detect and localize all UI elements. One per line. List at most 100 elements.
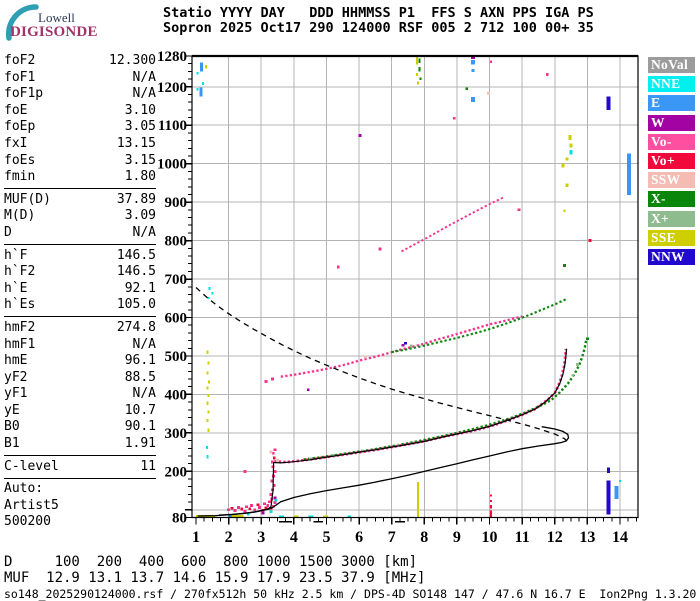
param-row: fxI 13.15 — [4, 136, 156, 153]
param-row: h`F2 146.5 — [4, 264, 156, 281]
param-row: foF1p N/A — [4, 86, 156, 103]
logo-swoosh-icon — [5, 4, 39, 41]
svg-text:7: 7 — [388, 529, 396, 546]
param-row: yF2 88.5 — [4, 370, 156, 387]
svg-text:200: 200 — [165, 464, 188, 480]
param-value: 37.89 — [116, 191, 156, 207]
svg-text:9: 9 — [453, 529, 461, 546]
d-row: D 100 200 400 600 800 1000 1500 3000 [km… — [4, 554, 418, 570]
param-label: foF1 — [4, 69, 36, 85]
param-row: M(D) 3.09 — [4, 208, 156, 225]
param-value: 146.5 — [116, 247, 156, 263]
param-value: 3.05 — [124, 119, 156, 135]
param-value: 146.5 — [116, 264, 156, 280]
param-row: yF1 N/A — [4, 386, 156, 403]
svg-text:13: 13 — [579, 529, 595, 546]
param-value: 11 — [140, 458, 156, 474]
param-value: 274.8 — [116, 319, 156, 335]
param-value: N/A — [132, 386, 156, 402]
legend-item-noval: NoVal — [648, 57, 695, 73]
header-field-names: Statio YYYY DAY DDD HHMMSS P1 FFS S AXN … — [163, 5, 594, 21]
param-row: C-level 11 — [4, 459, 156, 476]
param-label: foEp — [4, 119, 36, 135]
svg-text:800: 800 — [165, 234, 188, 250]
param-value: 12.300 — [109, 53, 156, 68]
svg-text:5: 5 — [322, 529, 330, 546]
param-row: Artist5 — [4, 498, 156, 515]
param-value: 105.0 — [116, 297, 156, 313]
param-label: h`E — [4, 280, 28, 296]
param-label: yE — [4, 402, 20, 418]
svg-text:12: 12 — [547, 529, 563, 546]
param-row: 500200 — [4, 514, 156, 531]
param-label: hmF2 — [4, 319, 36, 335]
param-value: N/A — [132, 69, 156, 85]
param-row: MUF(D) 37.89 — [4, 192, 156, 209]
param-label: 500200 — [4, 514, 51, 530]
param-row: hmF1 N/A — [4, 337, 156, 354]
logo-text-lowell: Lowell — [38, 10, 75, 25]
svg-text:3: 3 — [257, 529, 265, 546]
param-row: fmin 1.80 — [4, 169, 156, 186]
svg-text:6: 6 — [355, 529, 363, 546]
svg-text:500: 500 — [165, 349, 188, 365]
param-label: yF2 — [4, 369, 28, 385]
param-row: D N/A — [4, 225, 156, 242]
header-field-values: Sopron 2025 Oct17 290 124000 RSF 005 2 7… — [163, 20, 594, 36]
svg-text:1100: 1100 — [158, 118, 187, 134]
legend-item-x: X+ — [648, 210, 695, 227]
svg-text:4: 4 — [290, 529, 298, 546]
svg-text:1280: 1280 — [157, 49, 187, 65]
param-row: Auto: — [4, 481, 156, 498]
legend-item-vo: Vo+ — [648, 152, 695, 169]
svg-text:600: 600 — [165, 311, 188, 327]
legend-item-ssw: SSW — [648, 172, 695, 189]
param-label: foF2 — [4, 53, 36, 68]
echo-color-legend: NoVal NNE E W Vo- Vo+ SSW X- X+ SSE NNW — [648, 57, 695, 268]
param-label: fxI — [4, 135, 28, 151]
legend-item-nne: NNE — [648, 76, 695, 93]
param-row: yE 10.7 — [4, 403, 156, 420]
svg-text:10: 10 — [482, 529, 498, 546]
param-value: N/A — [132, 336, 156, 352]
param-label: yF1 — [4, 386, 28, 402]
svg-text:700: 700 — [165, 272, 188, 288]
digisonde-logo: Lowell DIGISONDE — [2, 2, 132, 48]
legend-item-e: E — [648, 95, 695, 112]
param-label: foEs — [4, 152, 36, 168]
station-header: Statio YYYY DAY DDD HHMMSS P1 FFS S AXN … — [163, 6, 594, 36]
param-separator — [4, 244, 156, 246]
svg-text:80: 80 — [172, 511, 187, 527]
param-row: h`Es 105.0 — [4, 297, 156, 314]
param-row: B1 1.91 — [4, 436, 156, 453]
param-label: D — [4, 224, 12, 240]
svg-text:11: 11 — [515, 529, 530, 546]
param-value: 13.15 — [116, 135, 156, 151]
svg-text:1000: 1000 — [157, 157, 187, 173]
param-label: h`F2 — [4, 264, 36, 280]
param-value: 3.09 — [124, 208, 156, 224]
param-label: Artist5 — [4, 497, 59, 513]
param-row: foEs 3.15 — [4, 153, 156, 170]
param-label: MUF(D) — [4, 191, 51, 207]
svg-text:1200: 1200 — [157, 80, 187, 96]
svg-text:300: 300 — [165, 426, 188, 442]
param-value: N/A — [132, 86, 156, 102]
param-row: foE 3.10 — [4, 103, 156, 120]
param-separator — [4, 316, 156, 318]
param-label: h`Es — [4, 297, 36, 313]
legend-item-sse: SSE — [648, 229, 695, 246]
param-value: 3.15 — [124, 152, 156, 168]
svg-text:900: 900 — [165, 195, 188, 211]
param-label: h`F — [4, 247, 28, 263]
param-row: foF1 N/A — [4, 70, 156, 87]
legend-item-x: X- — [648, 191, 695, 208]
param-value: 90.1 — [124, 419, 156, 435]
param-row: h`F 146.5 — [4, 248, 156, 265]
param-separator — [4, 455, 156, 457]
param-value: 88.5 — [124, 369, 156, 385]
param-value: N/A — [132, 224, 156, 240]
legend-item-nnw: NNW — [648, 248, 695, 265]
